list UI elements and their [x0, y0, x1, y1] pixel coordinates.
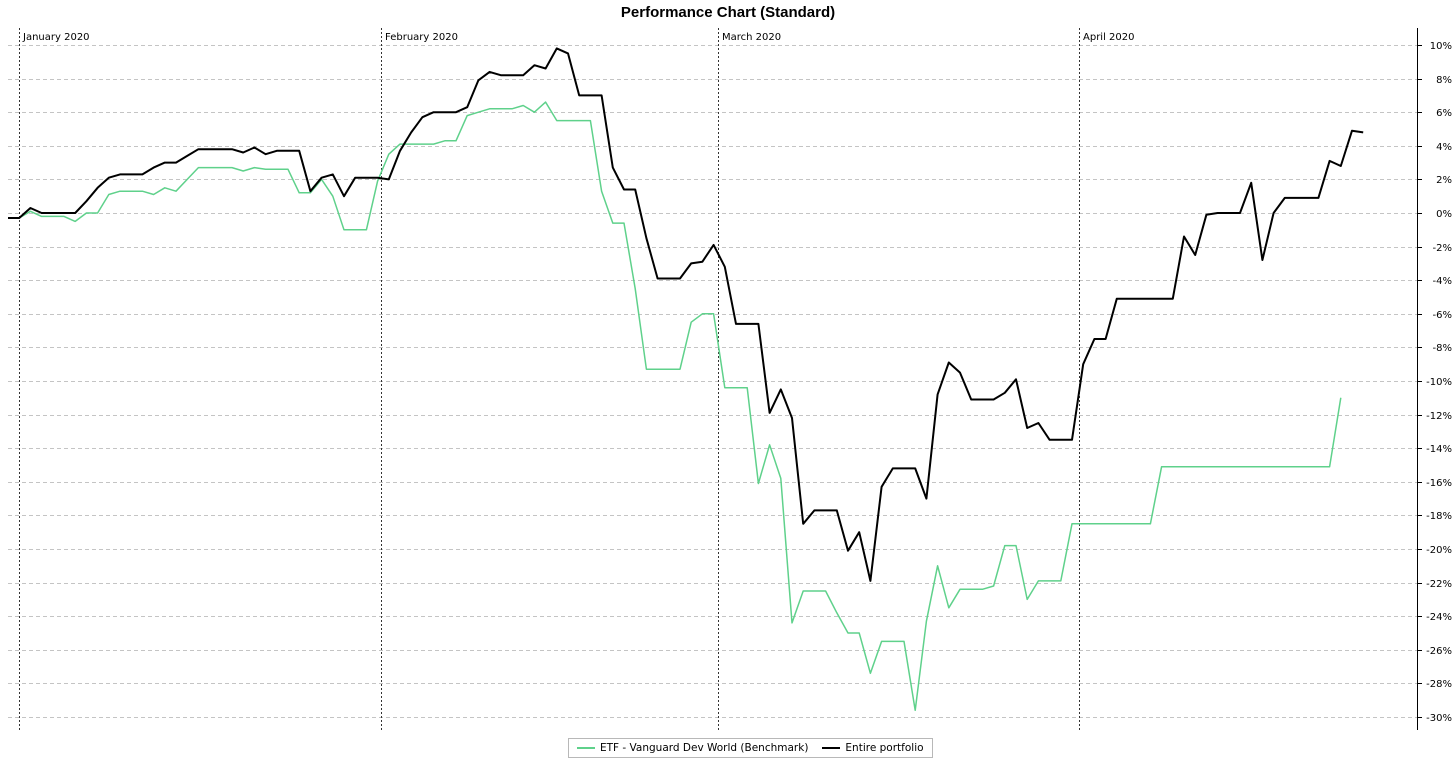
legend-label-benchmark: ETF - Vanguard Dev World (Benchmark) — [600, 742, 809, 754]
legend-item-benchmark: ETF - Vanguard Dev World (Benchmark) — [577, 742, 808, 754]
y-tick-label: 6% — [1436, 108, 1452, 119]
chart-legend: ETF - Vanguard Dev World (Benchmark) Ent… — [568, 738, 933, 758]
y-tick-label: -24% — [1426, 612, 1452, 623]
y-tick-label: -6% — [1433, 310, 1452, 321]
grid-lines — [8, 45, 1417, 718]
legend-swatch-benchmark — [577, 747, 595, 749]
y-tick-label: -14% — [1426, 444, 1452, 455]
month-label: January 2020 — [22, 32, 90, 43]
series-line-portfolio — [8, 47, 1364, 582]
y-tick-label: 2% — [1436, 175, 1452, 186]
y-tick-label: -12% — [1426, 411, 1452, 422]
legend-swatch-portfolio — [822, 747, 841, 749]
chart-title: Performance Chart (Standard) — [620, 4, 836, 21]
month-label: March 2020 — [722, 32, 781, 43]
legend-item-portfolio: Entire portfolio — [822, 742, 924, 754]
y-tick-label: 10% — [1430, 41, 1452, 52]
y-tick-label: -2% — [1433, 243, 1452, 254]
y-tick-label: -20% — [1426, 545, 1452, 556]
series-lines — [8, 47, 1364, 712]
y-tick-label: 4% — [1436, 142, 1452, 153]
y-tick-label: -10% — [1426, 377, 1452, 388]
y-tick-label: -22% — [1426, 579, 1452, 590]
month-label: February 2020 — [385, 32, 458, 43]
y-axis: 10% 8% 6% 4% 2% 0% -2% -4% -6% -8% -10% -12% -14% -16… — [1417, 28, 1452, 730]
y-tick-label: -30% — [1426, 713, 1452, 724]
y-tick-label: -28% — [1426, 679, 1452, 690]
y-tick-label: -4% — [1433, 276, 1452, 287]
month-label: April 2020 — [1083, 32, 1134, 43]
y-tick-label: 0% — [1436, 209, 1452, 220]
series-line-benchmark — [8, 101, 1342, 712]
y-tick-label: -18% — [1426, 511, 1452, 522]
legend-label-portfolio: Entire portfolio — [845, 742, 924, 754]
y-tick-label: -8% — [1433, 343, 1452, 354]
y-tick-label: -26% — [1426, 646, 1452, 657]
y-tick-label: 8% — [1436, 75, 1452, 86]
y-tick-label: -16% — [1426, 478, 1452, 489]
month-separators: January 2020 February 2020 March 2020 April… — [19, 28, 1134, 730]
